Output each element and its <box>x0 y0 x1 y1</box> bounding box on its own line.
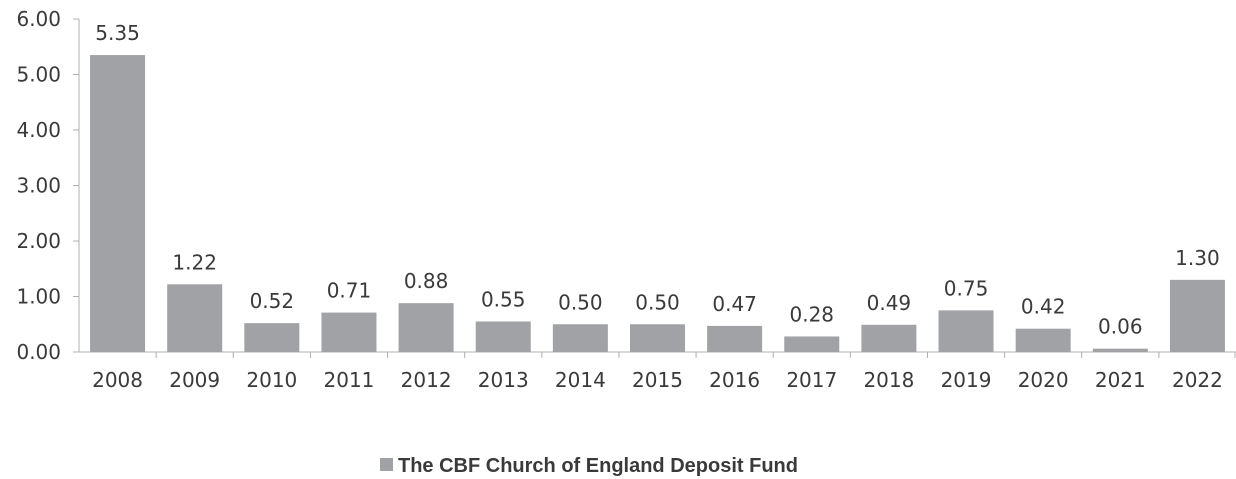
bar-2009 <box>167 284 223 352</box>
x-tick-label-2012: 2012 <box>401 368 452 392</box>
bar-2016 <box>707 325 763 352</box>
bar-2013 <box>475 321 531 352</box>
bar-2019 <box>938 310 994 352</box>
x-tick-label-2017: 2017 <box>786 368 837 392</box>
x-tick-label-2010: 2010 <box>246 368 297 392</box>
bar-2018 <box>861 324 917 352</box>
data-label-2022: 1.30 <box>1175 246 1220 270</box>
bar-2012 <box>398 303 454 352</box>
legend: The CBF Church of England Deposit Fund <box>380 455 798 477</box>
x-tick-label-2014: 2014 <box>555 368 606 392</box>
legend-label: The CBF Church of England Deposit Fund <box>398 455 798 477</box>
x-tick-label-2016: 2016 <box>709 368 760 392</box>
legend-swatch <box>380 458 393 471</box>
data-label-2016: 0.47 <box>712 292 757 316</box>
data-label-2015: 0.50 <box>635 290 680 314</box>
data-label-2018: 0.49 <box>867 291 912 315</box>
x-tick-label-2018: 2018 <box>863 368 914 392</box>
y-tick-label-1: 1.00 <box>16 285 61 309</box>
bar-2010 <box>244 323 300 352</box>
data-label-2012: 0.88 <box>404 269 449 293</box>
x-tick-label-2009: 2009 <box>169 368 220 392</box>
y-tick-label-4: 4.00 <box>16 118 61 142</box>
x-tick-label-2015: 2015 <box>632 368 683 392</box>
bar-2014 <box>552 324 608 352</box>
y-tick-label-6: 6.00 <box>16 7 61 31</box>
data-label-2019: 0.75 <box>944 276 989 300</box>
data-labels: 5.35 1.22 0.52 0.71 0.88 0.55 0.50 0.50 0.47 0.28… <box>95 21 1219 339</box>
y-tick-label-5: 5.00 <box>16 63 61 87</box>
data-label-2010: 0.52 <box>250 289 295 313</box>
data-label-2013: 0.55 <box>481 287 526 311</box>
x-tick-label-2013: 2013 <box>478 368 529 392</box>
data-label-2021: 0.06 <box>1098 315 1143 339</box>
x-axis: 2008 2009 2010 2011 2012 2013 2014 2015 2016 2017… <box>79 351 1236 392</box>
y-tick-label-0: 0.00 <box>16 340 61 364</box>
x-tick-label-2019: 2019 <box>941 368 992 392</box>
y-tick-label-3: 3.00 <box>16 174 61 198</box>
bars <box>90 55 1225 352</box>
x-tick-label-2022: 2022 <box>1172 368 1223 392</box>
y-axis: 0.00 1.00 2.00 3.00 4.00 5.00 6.00 <box>16 7 80 364</box>
data-label-2017: 0.28 <box>790 302 835 326</box>
bar-2021 <box>1092 348 1148 352</box>
y-tick-label-2: 2.00 <box>16 229 61 253</box>
bar-2011 <box>321 312 377 352</box>
x-tick-label-2008: 2008 <box>92 368 143 392</box>
data-label-2009: 1.22 <box>172 250 217 274</box>
data-label-2008: 5.35 <box>95 21 140 45</box>
data-label-2020: 0.42 <box>1021 295 1066 319</box>
bar-2022 <box>1169 279 1225 352</box>
x-tick-label-2021: 2021 <box>1095 368 1146 392</box>
bar-2008 <box>90 55 146 352</box>
bar-2017 <box>784 336 840 352</box>
data-label-2014: 0.50 <box>558 290 603 314</box>
data-label-2011: 0.71 <box>327 279 372 303</box>
x-tick-label-2011: 2011 <box>324 368 375 392</box>
bar-2015 <box>630 324 685 352</box>
bar-2020 <box>1015 328 1071 352</box>
x-tick-label-2020: 2020 <box>1018 368 1069 392</box>
